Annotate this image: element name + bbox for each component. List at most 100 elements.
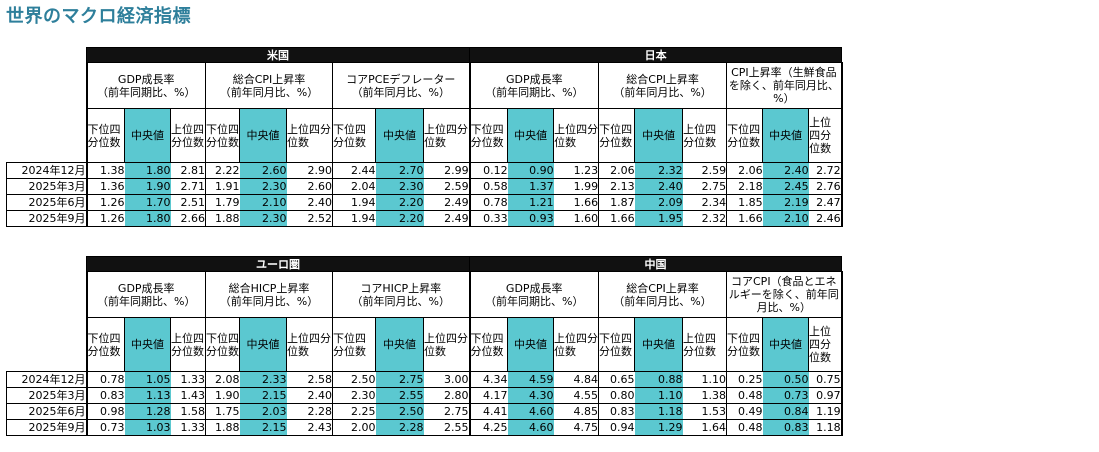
macro-table: ユーロ圏 中国 GDP成長率 （前年同期比、%） 総合HICP上昇率 （前年同月比、%）コ… — [6, 256, 843, 436]
value-cell-median: 2.28 — [375, 419, 424, 436]
value-cell-median: 1.29 — [634, 419, 683, 436]
quantile-header-upper: 上位四分位数 — [286, 108, 333, 163]
metric-header-core: コアCPI（食品とエネルギーを除く、前年同月比、%） — [725, 271, 843, 318]
value-cell-median: 1.13 — [124, 387, 171, 404]
quantile-header-upper: 上位四分位数 — [423, 317, 471, 372]
value-cell-median: 0.83 — [762, 419, 809, 436]
value-cell-median: 4.60 — [507, 419, 554, 436]
value-cell-median: 2.45 — [762, 178, 809, 195]
value-cell-median: 2.09 — [634, 194, 683, 211]
value-cell-lower: 4.41 — [468, 403, 508, 420]
value-cell-lower: 0.80 — [598, 387, 635, 404]
value-cell-lower: 0.78 — [85, 371, 125, 388]
table-row: 2025年9月 1.26 1.80 2.66 1.88 2.30 2.52 1.94 2.20 2… — [6, 210, 843, 227]
metric-name: 総合CPI上昇率 — [626, 281, 699, 295]
quantile-header-upper: 上位四分位数 — [170, 108, 206, 163]
value-cell-upper: 2.80 — [423, 387, 471, 404]
value-cell-lower: 1.90 — [205, 387, 240, 404]
region-header: 中国 — [468, 256, 843, 272]
quantile-header-median: 中央値 — [507, 108, 555, 163]
value-cell-median: 2.75 — [375, 371, 424, 388]
value-cell-median: 1.05 — [124, 371, 171, 388]
quantile-header-upper: 上位四分位数 — [682, 317, 727, 372]
value-cell-median: 4.59 — [507, 371, 554, 388]
table-row: 2025年3月 0.83 1.13 1.43 1.90 2.15 2.40 2.30 2.55 2… — [6, 387, 843, 404]
metric-unit: （前年同月比、%） — [613, 294, 712, 308]
value-cell-upper: 1.99 — [553, 178, 600, 195]
value-cell-median: 2.19 — [762, 194, 809, 211]
metric-header-gdp: GDP成長率 （前年同期比、%） — [468, 62, 600, 109]
value-cell-lower: 1.88 — [205, 419, 240, 436]
value-cell-median: 4.60 — [507, 403, 554, 420]
metric-name: GDP成長率 — [117, 281, 175, 295]
value-cell-median: 0.50 — [762, 371, 809, 388]
table-row: 2025年6月 1.26 1.70 2.51 1.79 2.10 2.40 1.94 2.20 2… — [6, 194, 843, 211]
value-cell-upper: 2.47 — [808, 194, 843, 211]
metric-header-core: コアPCEデフレーター （前年同月比、%） — [331, 62, 471, 109]
corner-blank — [7, 257, 87, 272]
metric-header-headline: 総合CPI上昇率 （前年同月比、%） — [205, 62, 333, 109]
value-cell-upper: 1.43 — [170, 387, 206, 404]
value-cell-upper: 4.75 — [553, 419, 599, 436]
value-cell-median: 1.80 — [124, 210, 171, 227]
metric-header-gdp: GDP成長率 （前年同期比、%） — [85, 271, 206, 318]
value-cell-lower: 2.06 — [726, 162, 763, 179]
metric-header-gdp: GDP成長率 （前年同期比、%） — [85, 62, 206, 109]
value-cell-upper: 2.90 — [286, 162, 333, 179]
value-cell-upper: 1.60 — [553, 210, 600, 227]
row-label: 2025年6月 — [6, 403, 87, 420]
value-cell-lower: 1.66 — [726, 210, 763, 227]
value-cell-median: 2.10 — [239, 194, 287, 211]
quantile-header-upper: 上位四分位数 — [422, 108, 471, 163]
value-cell-median: 1.18 — [634, 403, 683, 420]
value-cell-median: 2.30 — [239, 210, 287, 227]
quantile-header-upper: 上位四分位数 — [807, 317, 843, 372]
value-cell-median: 0.90 — [507, 162, 554, 179]
row-label: 2025年9月 — [6, 419, 87, 436]
metric-unit: （前年同期比、%） — [485, 85, 584, 99]
value-cell-lower: 2.00 — [332, 419, 376, 436]
metric-name: コアHICP上昇率 — [360, 281, 442, 295]
value-cell-lower: 2.30 — [332, 387, 376, 404]
value-cell-upper: 4.55 — [553, 387, 599, 404]
quantile-header-median: 中央値 — [239, 108, 287, 163]
quantile-header-lower: 下位四分位数 — [468, 108, 509, 163]
value-cell-median: 2.15 — [239, 387, 287, 404]
quantile-header-lower: 下位四分位数 — [598, 317, 635, 372]
value-cell-upper: 2.66 — [170, 210, 206, 227]
value-cell-lower: 4.17 — [468, 387, 508, 404]
value-cell-median: 2.70 — [375, 162, 424, 179]
value-cell-upper: 1.58 — [170, 403, 206, 420]
value-cell-median: 2.33 — [239, 371, 287, 388]
metric-header-headline: 総合CPI上昇率 （前年同月比、%） — [598, 62, 728, 109]
quantile-header-lower: 下位四分位数 — [332, 108, 376, 163]
value-cell-upper: 2.55 — [423, 419, 471, 436]
value-cell-lower: 0.83 — [598, 403, 635, 420]
value-cell-upper: 2.40 — [286, 194, 333, 211]
value-cell-lower: 1.88 — [205, 210, 240, 227]
value-cell-median: 1.03 — [124, 419, 171, 436]
value-cell-lower: 0.98 — [85, 403, 125, 420]
value-cell-median: 2.15 — [239, 419, 287, 436]
value-cell-lower: 2.44 — [332, 162, 376, 179]
table-us-japan: 米国 日本 GDP成長率 （前年同期比、%） 総合CPI上昇率 （前年同月比、%） コアPC… — [6, 47, 843, 227]
quantile-header-lower: 下位四分位数 — [205, 108, 240, 163]
table-row: 2025年9月 0.73 1.03 1.33 1.88 2.15 2.43 2.00 2.28 2… — [6, 419, 843, 436]
value-cell-lower: 2.22 — [205, 162, 240, 179]
value-cell-upper: 2.40 — [286, 387, 333, 404]
row-label: 2024年12月 — [6, 162, 87, 179]
metric-unit: （前年同月比、%） — [613, 85, 712, 99]
value-cell-median: 2.30 — [239, 178, 287, 195]
metric-name: GDP成長率 — [505, 281, 563, 295]
value-cell-upper: 1.23 — [553, 162, 600, 179]
quantile-header-median: 中央値 — [762, 108, 810, 163]
quantile-header-upper: 上位四分位数 — [808, 108, 843, 163]
value-cell-median: 1.80 — [124, 162, 171, 179]
metric-name: コアCPI（食品とエネルギーを除く、前年同月比、%） — [728, 275, 839, 314]
metric-unit: （前年同期比、%） — [97, 294, 196, 308]
value-cell-median: 2.40 — [762, 162, 809, 179]
value-cell-upper: 1.18 — [808, 419, 843, 436]
value-cell-upper: 2.52 — [286, 210, 333, 227]
region-header: 日本 — [469, 47, 843, 63]
value-cell-lower: 0.25 — [726, 371, 763, 388]
